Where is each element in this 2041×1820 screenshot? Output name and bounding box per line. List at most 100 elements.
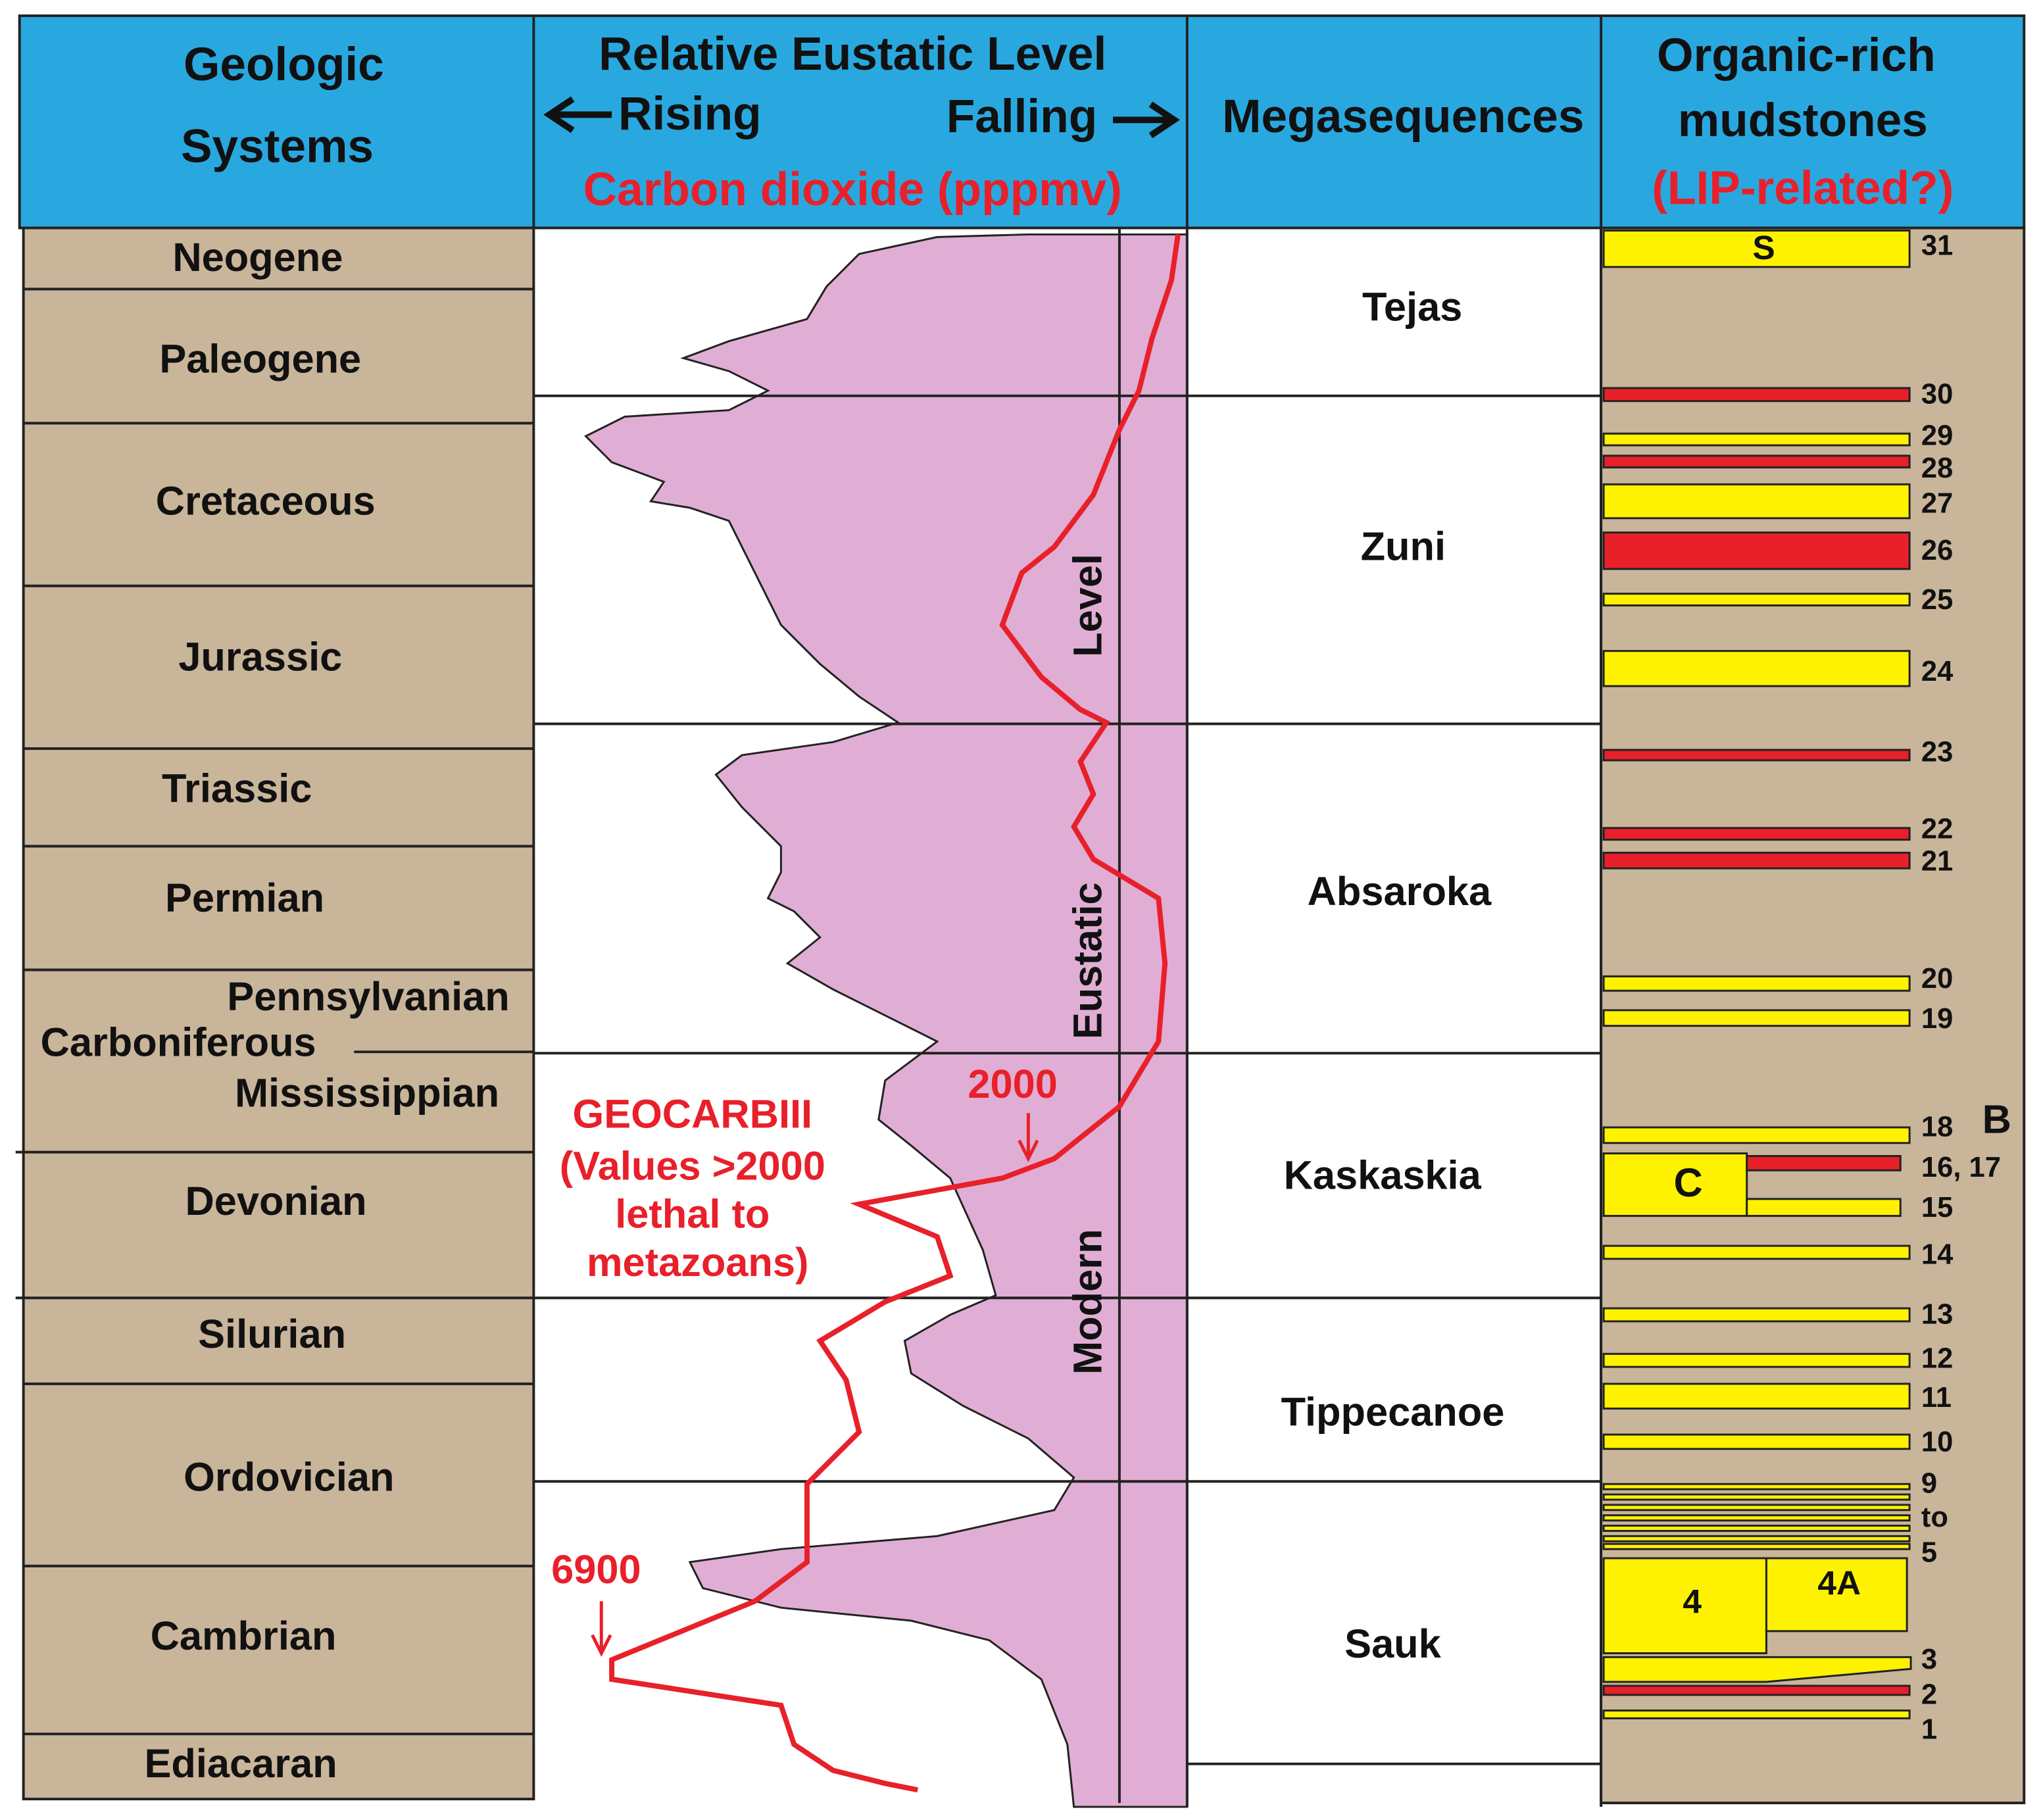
mudstone-bar (1602, 1483, 1911, 1490)
mudstone-bar (1765, 1557, 1908, 1633)
header-text: mudstones (1678, 95, 1928, 147)
mudstone-number: 21 (1921, 846, 1953, 877)
curve-label: Eustatic (1065, 882, 1110, 1039)
megasequence: Kaskaskia (1284, 1152, 1482, 1197)
system-name: Jurassic (178, 634, 342, 679)
mudstone-number: 20 (1921, 963, 1953, 995)
arrow-right (1113, 101, 1180, 139)
eustatic-area (584, 233, 1189, 1808)
megasequence: Zuni (1361, 524, 1446, 569)
mudstone-bar (1602, 1525, 1911, 1532)
mudstone-wedge (1602, 1656, 1912, 1683)
box-label: 4A (1817, 1563, 1861, 1602)
mudstone-bar (1602, 851, 1911, 870)
mudstone-number: 30 (1921, 378, 1953, 410)
mudstone-number: 15 (1921, 1192, 1953, 1223)
mudstone-bar (1602, 1126, 1911, 1144)
system-name: Devonian (185, 1178, 367, 1223)
header-text: (LIP-related?) (1652, 162, 1954, 214)
system-name: Ordovician (184, 1454, 394, 1499)
header-text: Relative Eustatic Level (599, 28, 1106, 80)
header-text: Geologic (184, 39, 384, 91)
mudstone-bar (1602, 483, 1911, 520)
mudstone-bars (1602, 230, 1912, 1719)
geocarb-note: metazoans) (587, 1239, 808, 1285)
mudstone-number: 2 (1921, 1679, 1937, 1710)
mudstone-bar (1602, 1542, 1911, 1550)
curve-label: Modern (1065, 1229, 1110, 1374)
mudstone-number: 5 (1921, 1537, 1937, 1569)
mudstone-bar (1602, 975, 1911, 992)
mudstone-bar (1602, 432, 1911, 447)
system-name: Cambrian (151, 1613, 337, 1658)
mudstone-number: 13 (1921, 1298, 1953, 1330)
system-name: Ediacaran (145, 1740, 337, 1786)
mudstone-bar (1602, 1557, 1767, 1654)
header-text: Carbon dioxide (pppmv) (583, 164, 1122, 216)
mudstone-bar (1602, 1352, 1911, 1368)
systems-column (22, 226, 535, 1801)
curve-label: Level (1065, 554, 1110, 657)
mudstone-number: 24 (1921, 656, 1953, 687)
mudstone-number: 23 (1921, 737, 1953, 768)
mudstone-number: 3 (1921, 1644, 1937, 1675)
system-name: Silurian (198, 1311, 346, 1356)
mudstone-bar (1602, 387, 1911, 403)
mudstone-bar (1746, 1198, 1902, 1217)
box-label: C (1674, 1160, 1703, 1205)
period-lines (23, 287, 534, 1736)
system-name: Carboniferous (41, 1020, 316, 1065)
mudstone-number: 14 (1921, 1239, 1953, 1270)
mudstone-number: 25 (1921, 584, 1953, 616)
mudstone-bar (1602, 1535, 1911, 1542)
header-text: Systems (181, 121, 374, 173)
mudstone-number: to (1921, 1502, 1948, 1533)
mudstone-bar (1602, 1709, 1911, 1719)
mudstone-number: 27 (1921, 488, 1953, 520)
column-label: B (1982, 1096, 2011, 1141)
mudstone-number: 31 (1921, 230, 1953, 262)
mudstone-bar (1602, 1433, 1911, 1450)
mudstone-number: 18 (1921, 1111, 1953, 1143)
megasequence: Sauk (1344, 1621, 1441, 1666)
mudstone-bar (1602, 1152, 1748, 1217)
geocarb-note: lethal to (615, 1191, 770, 1237)
mudstone-number: 1 (1921, 1714, 1937, 1746)
megasequence: Tippecanoe (1281, 1389, 1505, 1435)
header-text: Rising (618, 88, 762, 140)
system-name: Mississippian (235, 1070, 499, 1116)
mudstone-number: 29 (1921, 420, 1953, 452)
geocarb-note: GEOCARBIII (573, 1091, 813, 1136)
mudstone-bar (1602, 827, 1911, 841)
mudstone-bar (1602, 1009, 1911, 1027)
system-name: Pennsylvanian (227, 973, 509, 1019)
system-name: Neogene (172, 234, 343, 280)
mudstone-number: 19 (1921, 1003, 1953, 1035)
co2-arrow (591, 1601, 612, 1658)
arrow-left (543, 96, 612, 134)
system-name: Paleogene (159, 336, 361, 381)
sequence-lines (533, 394, 1602, 1765)
mudstone-bar (1602, 1493, 1911, 1501)
mudstone-bar (1602, 455, 1911, 469)
mudstone-number: 10 (1921, 1426, 1953, 1458)
mudstone-bar (1602, 1383, 1911, 1410)
mudstone-number: 26 (1921, 535, 1953, 566)
mudstone-bar (1602, 230, 1911, 268)
mudstone-bar (1746, 1155, 1902, 1171)
mudstone-bar (1602, 650, 1911, 687)
system-name: Permian (165, 875, 324, 920)
box-label: 4 (1683, 1582, 1702, 1620)
mudstone-bar (1602, 531, 1911, 570)
header-text: Falling (947, 91, 1098, 143)
mudstone-bar (1602, 1685, 1911, 1696)
header-text: Organic-rich (1657, 30, 1936, 82)
mudstone-number: 28 (1921, 453, 1953, 484)
mudstone-bar (1602, 1244, 1911, 1260)
mudstone-number: 12 (1921, 1343, 1953, 1375)
mudstone-bar (1602, 749, 1911, 762)
co2-arrow (1018, 1113, 1039, 1163)
co2-label: 2000 (968, 1061, 1057, 1106)
mudstone-bar (1602, 1307, 1911, 1323)
mudstone-number: 16, 17 (1921, 1152, 2001, 1183)
